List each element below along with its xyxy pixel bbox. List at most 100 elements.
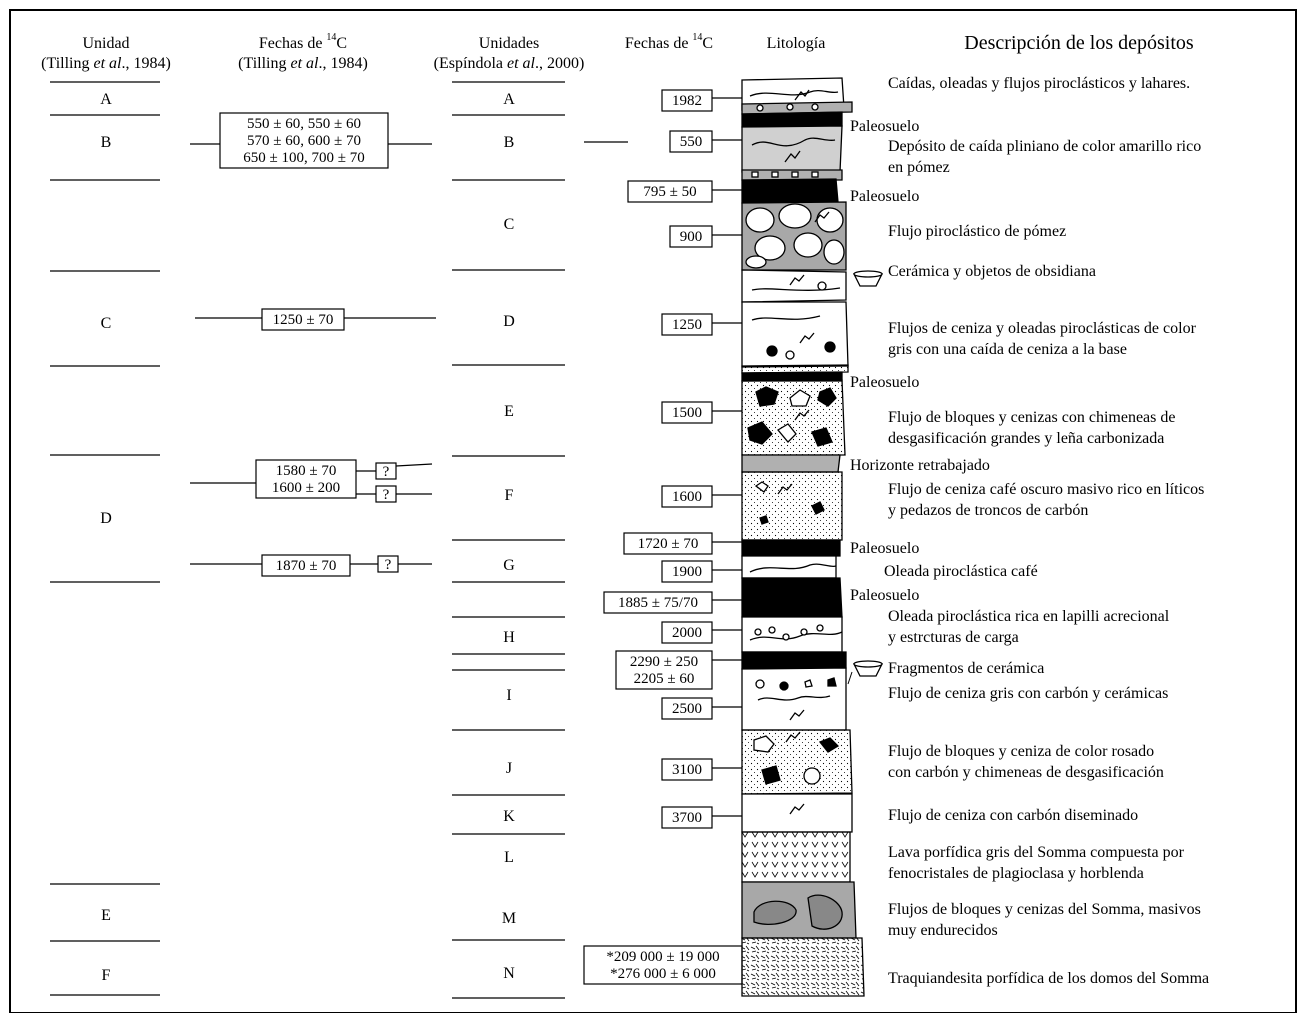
layer-a-base <box>741 101 853 115</box>
espindola-unit-label: I <box>506 687 511 704</box>
tilling-date-text: 570 ± 60, 600 ± 70 <box>247 133 361 149</box>
description-text: Depósito de caída pliniano de color amar… <box>888 138 1201 155</box>
description-text: Paleosuelo <box>850 587 919 604</box>
paleosol-1 <box>741 111 843 128</box>
espindola-date-box <box>583 945 743 985</box>
espindola-date-text: 1900 <box>672 564 702 580</box>
espindola-unit-label: H <box>503 629 515 646</box>
description-text: y estrcturas de carga <box>888 629 1019 646</box>
description-text: Flujo de ceniza café oscuro masivo rico … <box>888 481 1204 498</box>
espindola-date-box <box>661 806 713 829</box>
tilling-unit-label: E <box>101 907 111 924</box>
layer-d-upper <box>741 269 847 303</box>
espindola-date-box <box>627 180 713 203</box>
espindola-unit-label: E <box>504 403 514 420</box>
tilling-date-box <box>261 308 345 331</box>
paleosol-2 <box>741 178 839 204</box>
header-unidades-ref: (Espíndola et al., 2000) <box>434 55 585 72</box>
paleosol-4 <box>741 539 841 557</box>
espindola-date-text: 1600 <box>672 489 702 505</box>
espindola-date-text: 1982 <box>672 93 702 109</box>
layer-reworked <box>741 454 841 473</box>
espindola-date-text: 2205 ± 60 <box>634 671 695 687</box>
description-text: en pómez <box>888 159 950 176</box>
description-text: y pedazos de troncos de carbón <box>888 502 1088 519</box>
espindola-date-text: 795 ± 50 <box>643 184 696 200</box>
header-descripcion: Descripción de los depósitos <box>964 32 1194 54</box>
tilling-date-text: 1580 ± 70 <box>276 463 337 479</box>
layer-f <box>741 471 843 541</box>
tilling-unit-label: D <box>100 510 112 527</box>
espindola-unit-label: F <box>505 487 514 504</box>
description-text: Paleosuelo <box>850 118 919 135</box>
tilling-date-connector <box>395 463 433 467</box>
lithology-column <box>741 77 865 997</box>
espindola-date-box <box>661 697 713 720</box>
espindola-date-text: 2500 <box>672 701 702 717</box>
header-unidades: Unidades <box>479 35 539 52</box>
layer-l <box>741 831 851 883</box>
espindola-date-box <box>661 313 713 336</box>
espindola-date-text: *276 000 ± 6 000 <box>610 966 716 982</box>
description-text: Caídas, oleadas y flujos piroclásticos y… <box>888 75 1190 92</box>
espindola-date-text: 1720 ± 70 <box>638 536 699 552</box>
espindola-unit-label: C <box>504 216 515 233</box>
description-text: Flujo piroclástico de pómez <box>888 223 1066 240</box>
description-text: Paleosuelo <box>850 188 919 205</box>
ceramic-pot-icon <box>852 270 884 287</box>
tilling-unit-label: B <box>101 134 112 151</box>
description-text: muy endurecidos <box>888 922 998 939</box>
espindola-unit-label: K <box>503 808 515 825</box>
header-fechas-tilling: Fechas de 14C <box>259 32 347 52</box>
espindola-date-text: 2000 <box>672 625 702 641</box>
tilling-unit-label: A <box>100 91 112 108</box>
question-mark: ? <box>385 557 392 573</box>
description-text: desgasificación grandes y leña carboniza… <box>888 430 1164 447</box>
tilling-unit-label: F <box>102 967 111 984</box>
description-text: con carbón y chimeneas de desgasificació… <box>888 764 1164 781</box>
espindola-date-box <box>661 401 713 424</box>
layer-d <box>741 301 849 368</box>
espindola-unit-label: D <box>503 313 515 330</box>
espindola-unit-label: J <box>506 760 512 777</box>
description-text: fenocristales de plagioclasa y horblenda <box>888 865 1144 882</box>
tilling-date-text: 1870 ± 70 <box>276 558 337 574</box>
espindola-date-box <box>661 621 713 644</box>
espindola-date-box <box>615 650 713 690</box>
espindola-date-text: 900 <box>680 229 703 245</box>
layer-b <box>741 125 843 173</box>
paleosol-5 <box>741 577 843 618</box>
figure-border <box>9 9 1297 1013</box>
ceramic-fragment-icon <box>852 660 884 677</box>
tilling-date-text: 650 ± 100, 700 ± 70 <box>243 150 364 166</box>
description-text: Flujos de bloques y cenizas del Somma, m… <box>888 901 1201 918</box>
question-box <box>375 462 397 480</box>
tilling-unit-label: C <box>101 315 112 332</box>
description-text: Flujos de ceniza y oleadas piroclásticas… <box>888 320 1197 337</box>
espindola-units-column: A B C D E F G H I J K L M N <box>452 81 565 999</box>
espindola-unit-label: B <box>504 134 515 151</box>
header-unidad-ref: (Tilling et al., 1984) <box>41 55 171 72</box>
espindola-date-box <box>669 130 713 153</box>
espindola-date-box <box>603 591 713 614</box>
espindola-date-box <box>661 89 713 112</box>
header-litologia: Litología <box>767 35 826 52</box>
description-text: Flujo de ceniza con carbón diseminado <box>888 807 1138 824</box>
espindola-date-box <box>623 532 713 555</box>
description-text: Fragmentos de cerámica <box>888 660 1044 677</box>
espindola-dates-column: 1982 550 795 ± 50 900 1250 1500 1600 1720 ± 70 1… <box>583 89 743 985</box>
description-text: Traquiandesita porfídica de los domos de… <box>888 970 1209 987</box>
description-text: Paleosuelo <box>850 374 919 391</box>
header-unidad: Unidad <box>82 35 129 52</box>
description-text: Horizonte retrabajado <box>850 457 990 474</box>
descriptions-column: Caídas, oleadas y flujos piroclásticos y… <box>850 75 1209 987</box>
espindola-date-text: 1250 <box>672 317 702 333</box>
description-text: Flujo de ceniza gris con carbón y cerámi… <box>888 685 1168 702</box>
description-text: Cerámica y objetos de obsidiana <box>888 263 1096 280</box>
espindola-date-box <box>661 560 713 583</box>
espindola-date-text: *209 000 ± 19 000 <box>606 949 719 965</box>
espindola-date-text: 3700 <box>672 810 702 826</box>
description-text: Oleada piroclástica rica en lapilli acre… <box>888 608 1170 625</box>
